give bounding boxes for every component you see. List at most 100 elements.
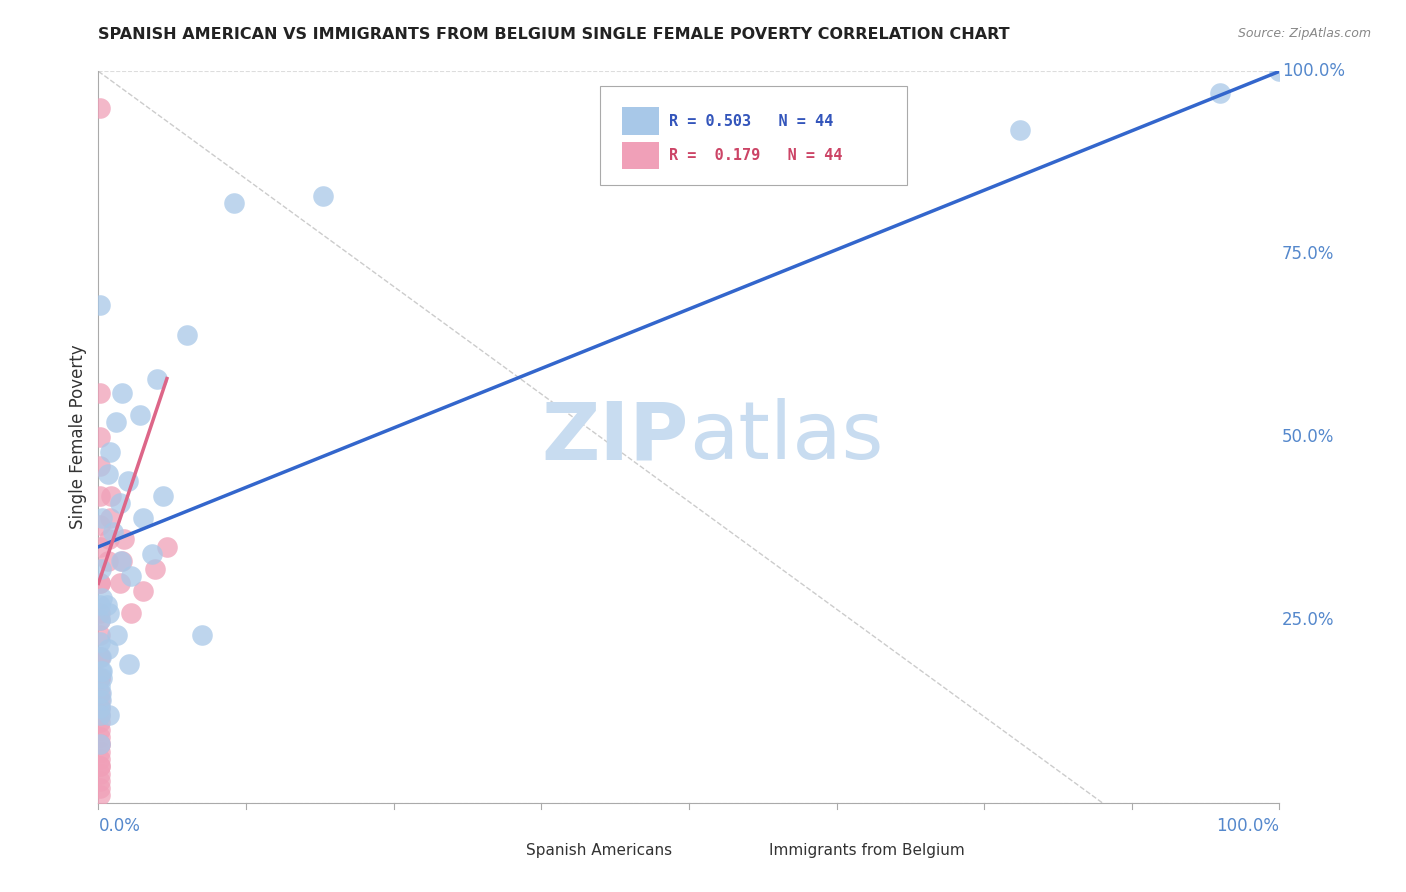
Bar xyxy=(621,107,659,135)
Point xyxy=(89,489,111,503)
Point xyxy=(89,613,111,627)
Point xyxy=(90,693,112,707)
Point xyxy=(89,752,111,766)
Point xyxy=(89,576,111,591)
Point xyxy=(152,489,174,503)
Text: Immigrants from Belgium: Immigrants from Belgium xyxy=(769,843,965,858)
Point xyxy=(176,327,198,342)
Point xyxy=(141,547,163,561)
Point xyxy=(89,693,111,707)
Point xyxy=(1209,87,1232,101)
Text: 50.0%: 50.0% xyxy=(1282,428,1334,446)
Point xyxy=(89,789,111,803)
Point xyxy=(110,554,132,568)
Text: ZIP: ZIP xyxy=(541,398,689,476)
Point xyxy=(89,766,111,780)
Point xyxy=(156,540,179,554)
Point xyxy=(98,708,121,723)
Point xyxy=(89,737,111,751)
Point xyxy=(97,554,120,568)
FancyBboxPatch shape xyxy=(600,86,907,185)
Point xyxy=(89,298,111,312)
Point xyxy=(97,642,120,657)
Point xyxy=(118,657,141,671)
Text: R = 0.503   N = 44: R = 0.503 N = 44 xyxy=(669,113,834,128)
Point xyxy=(105,627,128,641)
Point xyxy=(117,474,139,488)
Bar xyxy=(494,839,520,862)
Point xyxy=(1268,64,1291,78)
Point xyxy=(89,517,111,532)
Point xyxy=(112,533,135,547)
Point xyxy=(96,599,118,613)
Point xyxy=(89,649,111,664)
Point xyxy=(97,467,120,481)
Point xyxy=(108,496,131,510)
Point xyxy=(146,371,169,385)
Point xyxy=(132,583,155,598)
Point xyxy=(91,510,114,524)
Text: R =  0.179   N = 44: R = 0.179 N = 44 xyxy=(669,148,842,163)
Point xyxy=(89,700,111,714)
Point xyxy=(89,759,111,773)
Text: 25.0%: 25.0% xyxy=(1282,611,1334,629)
Point xyxy=(89,715,111,730)
Point xyxy=(89,708,111,723)
Point xyxy=(89,613,111,627)
Point xyxy=(89,700,111,714)
Point xyxy=(89,627,111,641)
Point xyxy=(89,672,111,686)
Point xyxy=(89,781,111,796)
Bar xyxy=(737,839,762,862)
Point xyxy=(91,672,114,686)
Point xyxy=(191,627,214,641)
Point xyxy=(89,606,111,620)
Point xyxy=(89,723,111,737)
Point xyxy=(111,386,134,401)
Point xyxy=(89,745,111,759)
Point xyxy=(105,416,128,430)
Point xyxy=(1008,123,1031,137)
Point xyxy=(89,708,111,723)
Point xyxy=(89,686,111,700)
Point xyxy=(121,569,143,583)
Text: 75.0%: 75.0% xyxy=(1282,245,1334,263)
Point xyxy=(98,606,121,620)
Point xyxy=(89,540,111,554)
Point xyxy=(111,554,134,568)
Point xyxy=(121,606,143,620)
Text: Spanish Americans: Spanish Americans xyxy=(526,843,672,858)
Point xyxy=(91,664,114,678)
Point xyxy=(89,759,111,773)
Point xyxy=(101,525,124,540)
Point xyxy=(91,591,114,605)
Point xyxy=(89,679,111,693)
Point xyxy=(132,510,155,524)
Point xyxy=(89,773,111,788)
Point xyxy=(89,430,111,444)
Point xyxy=(89,649,111,664)
Point xyxy=(98,510,121,524)
Text: atlas: atlas xyxy=(689,398,883,476)
Point xyxy=(89,730,111,744)
Point xyxy=(143,562,166,576)
Point xyxy=(128,408,150,422)
Point xyxy=(224,196,246,211)
Y-axis label: Single Female Poverty: Single Female Poverty xyxy=(69,345,87,529)
Text: SPANISH AMERICAN VS IMMIGRANTS FROM BELGIUM SINGLE FEMALE POVERTY CORRELATION CH: SPANISH AMERICAN VS IMMIGRANTS FROM BELG… xyxy=(98,27,1010,42)
Point xyxy=(89,672,111,686)
Point xyxy=(90,649,112,664)
Point xyxy=(108,576,131,591)
Point xyxy=(90,562,112,576)
Bar xyxy=(621,142,659,169)
Point xyxy=(90,664,112,678)
Point xyxy=(312,188,335,202)
Point xyxy=(89,737,111,751)
Point xyxy=(89,101,111,115)
Point xyxy=(89,635,111,649)
Point xyxy=(89,737,111,751)
Text: 100.0%: 100.0% xyxy=(1216,817,1279,836)
Point xyxy=(89,459,111,474)
Point xyxy=(90,686,112,700)
Point xyxy=(89,599,111,613)
